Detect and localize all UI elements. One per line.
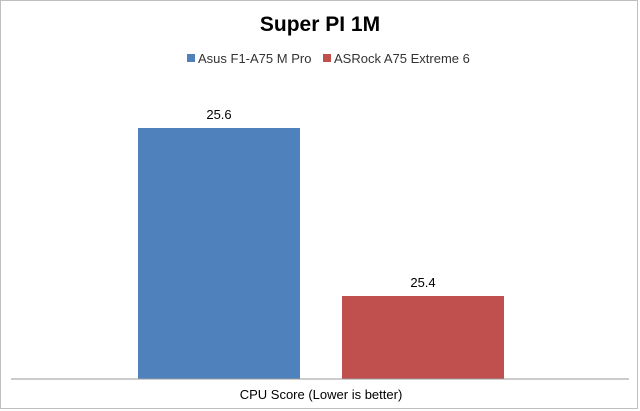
bars-group: 25.6 25.4 xyxy=(138,107,504,379)
legend-label-asus: Asus F1-A75 M Pro xyxy=(198,51,311,66)
bar-asrock xyxy=(342,296,504,379)
data-label-asus: 25.6 xyxy=(206,107,231,122)
legend-swatch-asrock xyxy=(323,54,331,62)
data-label-asrock: 25.4 xyxy=(410,275,435,290)
legend-swatch-asus xyxy=(187,54,195,62)
legend: Asus F1-A75 M Pro ASRock A75 Extreme 6 xyxy=(187,51,470,66)
chart-title: Super PI 1M xyxy=(260,13,380,36)
bar-asus xyxy=(138,128,300,379)
category-label: CPU Score (Lower is better) xyxy=(240,387,403,402)
legend-label-asrock: ASRock A75 Extreme 6 xyxy=(334,51,470,66)
